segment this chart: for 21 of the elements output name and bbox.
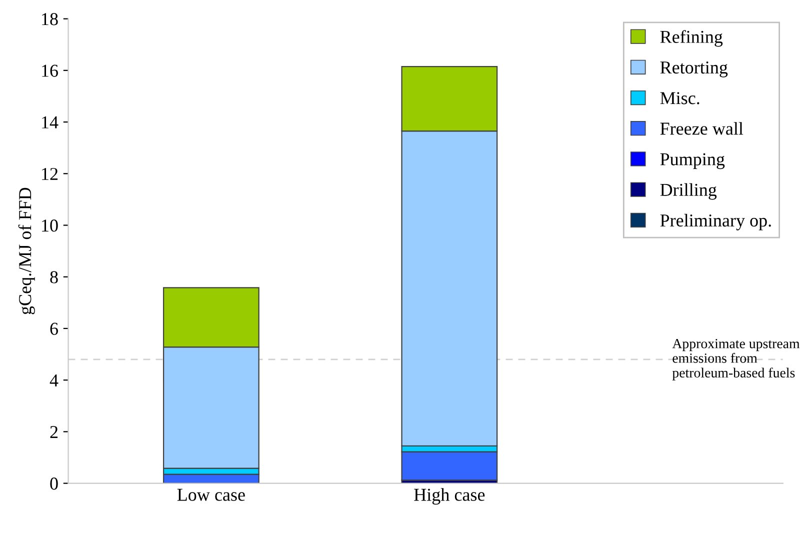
legend-label: Drilling [660, 183, 717, 200]
legend-label: Refining [660, 30, 723, 47]
y-tick-label: 8 [50, 271, 58, 284]
y-tick-label: 10 [42, 220, 58, 232]
y-tick-label: 16 [42, 64, 58, 77]
legend-label: Pumping [660, 153, 725, 170]
y-tick-label: 14 [42, 116, 58, 128]
y-tick-label: 0 [50, 478, 58, 490]
x-tick-label: Low case [177, 488, 245, 501]
ref-line-label: Approximate upstream emissions from petroleum-based fuels [672, 338, 800, 380]
legend-label: Misc. [660, 92, 700, 104]
legend-label: Preliminary op. [660, 214, 771, 230]
x-tick-label: High case [414, 488, 485, 505]
y-tick-label: 4 [50, 374, 58, 386]
y-tick-label: 6 [50, 322, 58, 335]
legend-label: Freeze wall [660, 122, 744, 135]
y-tick-label: 2 [50, 426, 58, 438]
y-tick-label: 12 [42, 168, 58, 180]
y-tick-label: 18 [42, 13, 58, 26]
legend-label: Retorting [660, 61, 728, 78]
y-axis-title: gCeq./MJ of FFD [18, 188, 35, 314]
